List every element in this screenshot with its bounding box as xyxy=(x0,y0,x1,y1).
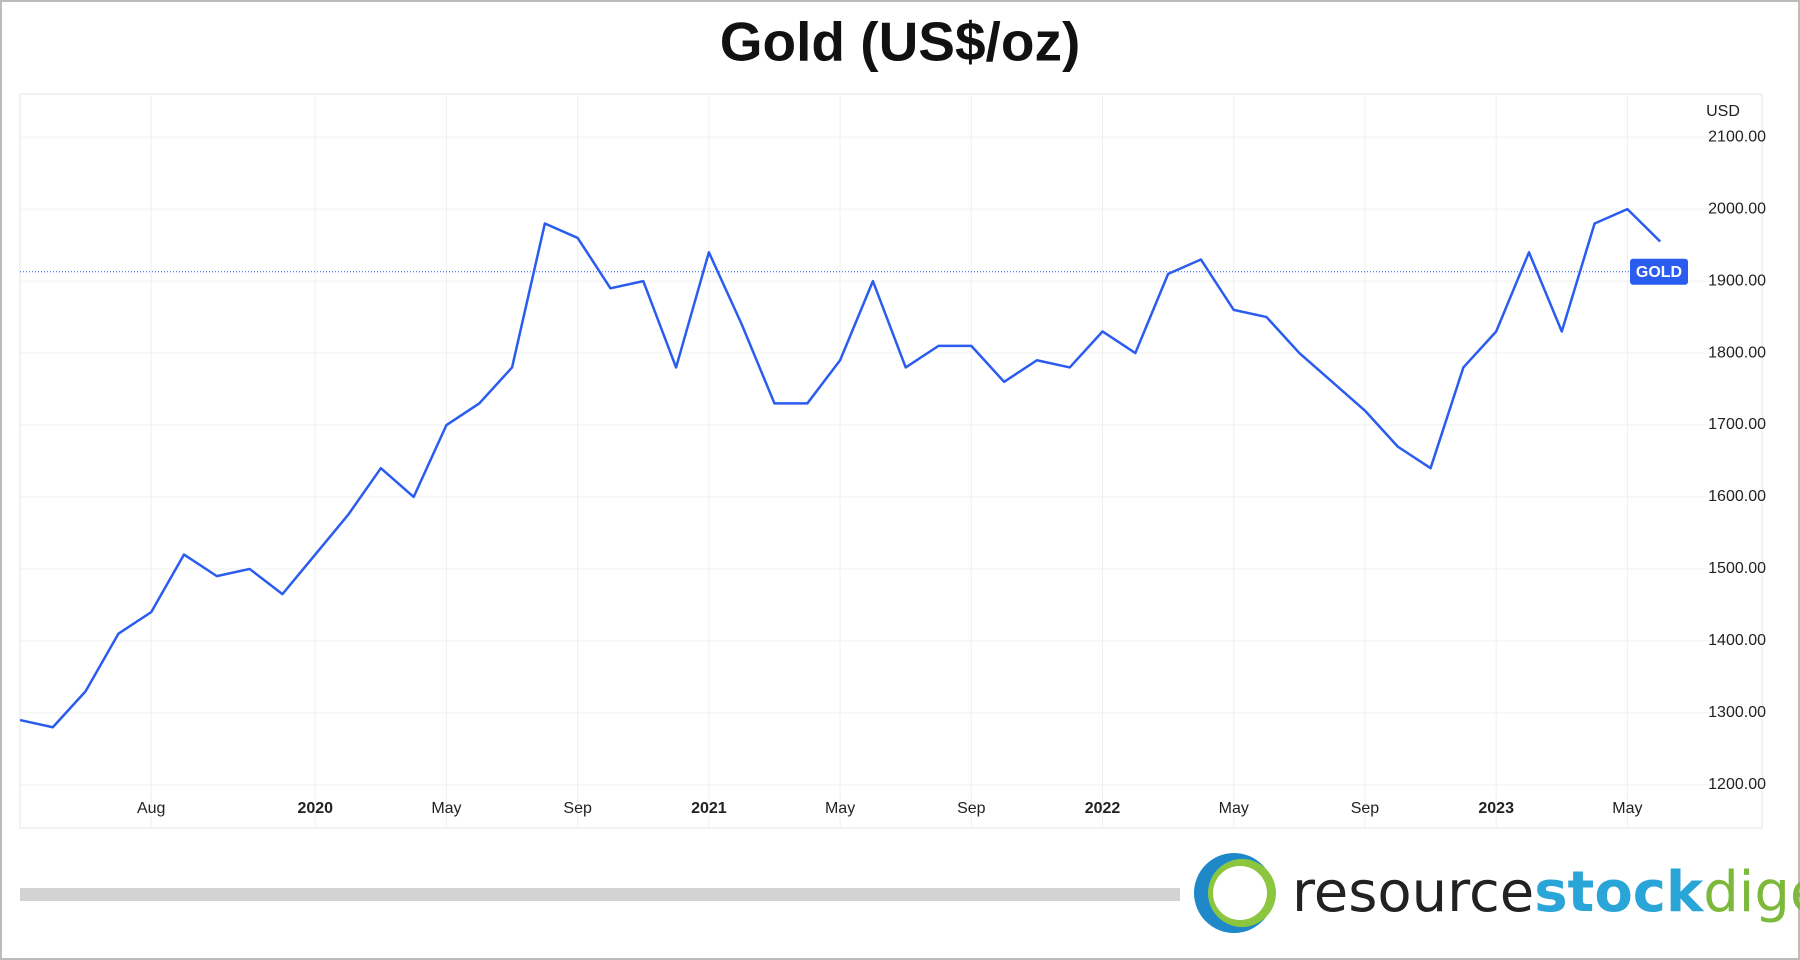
x-tick-label: Sep xyxy=(1351,800,1380,817)
legend-label: GOLD xyxy=(1636,264,1682,281)
x-tick-label: Sep xyxy=(957,800,986,817)
y-unit: USD xyxy=(1706,103,1740,120)
plot-frame xyxy=(19,93,1763,829)
logo-part: stock xyxy=(1534,860,1705,925)
logo-ring xyxy=(1213,866,1267,920)
logo-text: resourcestockdigest xyxy=(1292,860,1800,925)
legend-badge xyxy=(1630,258,1688,285)
x-tick-label: 2020 xyxy=(297,800,333,817)
x-tick-label: Aug xyxy=(137,800,165,817)
x-tick-label: May xyxy=(825,800,855,817)
chart-title: Gold (US$/oz) xyxy=(720,11,1081,73)
x-tick-label: May xyxy=(1612,800,1642,817)
y-tick-label: 1200.00 xyxy=(1708,776,1766,793)
scrollbar xyxy=(20,888,1180,901)
x-tick-label: 2021 xyxy=(691,800,727,817)
y-tick-label: 1400.00 xyxy=(1708,632,1766,649)
logo-part: resource xyxy=(1292,860,1534,925)
y-tick-label: 1300.00 xyxy=(1708,704,1766,721)
y-tick-label: 2100.00 xyxy=(1708,128,1766,145)
grid xyxy=(20,94,1762,828)
y-tick-label: 1600.00 xyxy=(1708,488,1766,505)
x-tick-label: 2023 xyxy=(1478,800,1514,817)
y-tick-label: 2000.00 xyxy=(1708,200,1766,217)
x-tick-label: May xyxy=(431,800,461,817)
x-tick-label: May xyxy=(1219,800,1249,817)
series-line xyxy=(19,207,1662,729)
y-tick-label: 1900.00 xyxy=(1708,272,1766,289)
x-tick-label: Sep xyxy=(563,800,592,817)
y-tick-label: 1800.00 xyxy=(1708,344,1766,361)
x-tick-label: 2022 xyxy=(1085,800,1121,817)
y-tick-label: 1500.00 xyxy=(1708,560,1766,577)
y-tick-label: 1700.00 xyxy=(1708,416,1766,433)
logo: resourcestockdigest xyxy=(1194,853,1800,933)
logo-part: digest xyxy=(1703,860,1800,925)
